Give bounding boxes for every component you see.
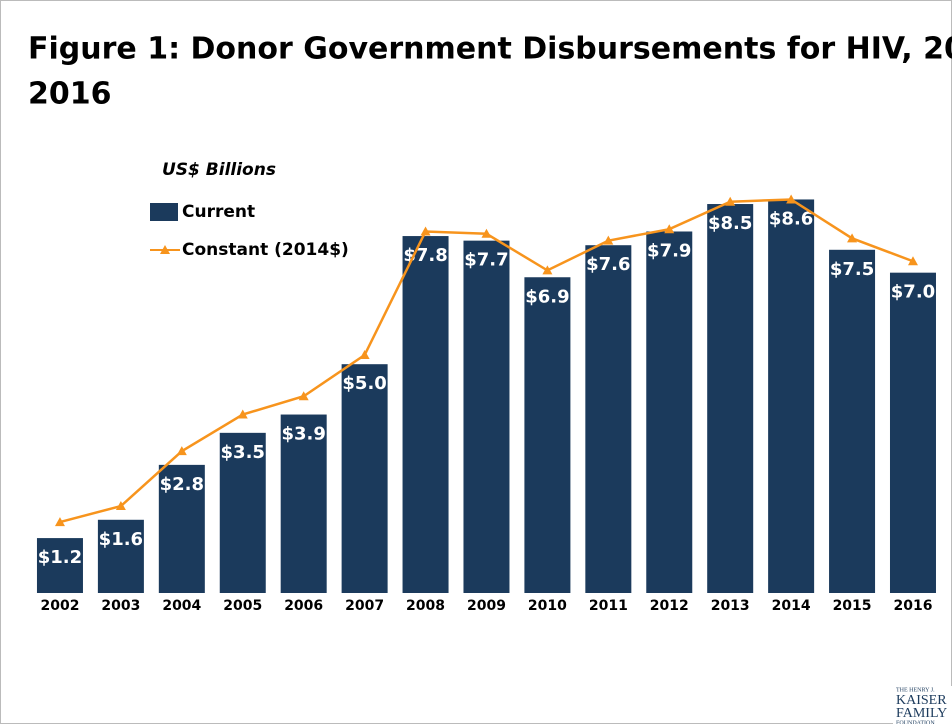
bar — [585, 245, 632, 593]
x-tick-label: 2008 — [406, 598, 445, 614]
legend-marker — [160, 245, 170, 254]
data-label: $1.2 — [38, 547, 82, 568]
x-tick-label: 2009 — [467, 598, 506, 614]
line-marker — [603, 235, 614, 245]
line-marker — [115, 501, 126, 511]
logo-text: KAISER — [896, 693, 947, 708]
legend-label: Constant (2014$) — [182, 240, 349, 260]
line-marker — [54, 517, 65, 527]
chart-title: Figure 1: Donor Government Disbursements… — [28, 32, 952, 67]
bar — [707, 204, 754, 594]
logo-text: FAMILY — [896, 706, 947, 721]
bar — [463, 240, 510, 594]
line-marker — [298, 391, 309, 401]
data-label: $6.9 — [525, 286, 569, 307]
data-label: $7.7 — [464, 250, 508, 271]
bar — [524, 277, 571, 593]
line-marker — [542, 265, 553, 275]
data-label: $7.8 — [403, 245, 447, 266]
data-label: $1.6 — [99, 529, 143, 550]
bar — [158, 464, 205, 593]
x-tick-label: 2016 — [894, 598, 933, 614]
x-tick-label: 2006 — [284, 598, 323, 614]
x-tick-label: 2012 — [650, 598, 689, 614]
line-marker — [176, 446, 187, 456]
data-label: $8.5 — [708, 213, 752, 234]
bar — [341, 364, 388, 593]
line-marker — [359, 350, 370, 360]
legend-swatch — [150, 203, 178, 221]
bar — [402, 236, 449, 593]
x-tick-label: 2007 — [345, 598, 384, 614]
data-label: $7.5 — [830, 259, 874, 280]
bar — [219, 432, 266, 593]
x-tick-label: 2013 — [711, 598, 750, 614]
line-marker — [907, 256, 918, 266]
bar — [768, 199, 815, 593]
logo-text: FOUNDATION — [896, 720, 935, 724]
x-tick-label: 2003 — [101, 598, 140, 614]
bar — [889, 272, 936, 593]
data-label: $2.8 — [160, 474, 204, 495]
data-label: $3.5 — [221, 442, 265, 463]
line-marker — [786, 194, 797, 204]
x-tick-label: 2010 — [528, 598, 567, 614]
line-marker — [481, 228, 492, 238]
data-label: $7.9 — [647, 240, 691, 261]
x-tick-label: 2014 — [772, 598, 811, 614]
logo-box — [893, 686, 952, 724]
x-tick-label: 2015 — [833, 598, 872, 614]
chart-title: 2016 — [28, 77, 112, 112]
bar — [97, 519, 144, 593]
data-label: $3.9 — [281, 424, 325, 445]
data-label: $7.0 — [891, 282, 935, 303]
legend-label: Current — [182, 202, 255, 222]
bar — [829, 249, 876, 594]
logo-text: THE HENRY J. — [896, 687, 935, 693]
x-tick-label: 2011 — [589, 598, 628, 614]
line-marker — [664, 224, 675, 234]
x-tick-label: 2002 — [40, 598, 79, 614]
bar — [646, 231, 693, 593]
line-marker — [420, 226, 431, 236]
line-marker — [237, 409, 248, 419]
x-tick-label: 2005 — [223, 598, 262, 614]
data-label: $7.6 — [586, 254, 630, 275]
line-marker — [725, 196, 736, 206]
x-tick-label: 2004 — [162, 598, 201, 614]
data-label: $8.6 — [769, 208, 813, 229]
bar — [36, 538, 83, 593]
bar — [280, 414, 327, 593]
unit-label: US$ Billions — [162, 160, 276, 180]
line-marker — [847, 233, 858, 243]
data-label: $5.0 — [342, 373, 386, 394]
